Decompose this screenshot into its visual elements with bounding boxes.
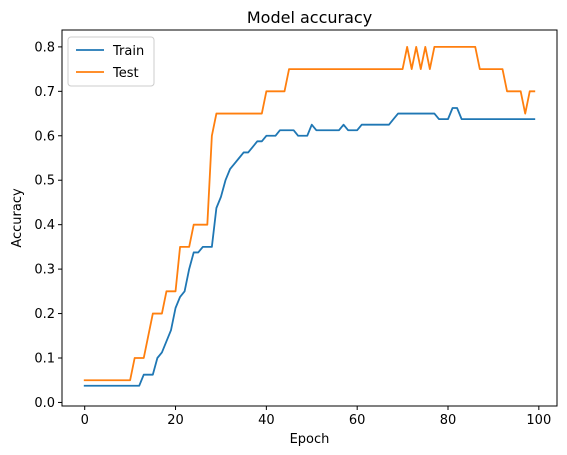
legend-label-train: Train (112, 44, 144, 59)
legend-label-test: Test (112, 66, 139, 81)
chart-title: Model accuracy (247, 8, 372, 27)
x-tick-label: 20 (167, 413, 184, 428)
y-tick-label: 0.5 (34, 174, 55, 189)
x-axis-ticks: 0 20 40 60 80 100 (81, 406, 551, 428)
axes-background (62, 30, 557, 406)
y-tick-label: 0.1 (34, 352, 55, 367)
x-tick-label: 40 (258, 413, 275, 428)
series-line-train (83, 107, 536, 387)
series-line-test (83, 45, 536, 382)
plot-area (61, 29, 558, 407)
series-layer (83, 45, 536, 387)
x-axis-label: Epoch (290, 432, 330, 447)
x-tick-label: 80 (440, 413, 457, 428)
y-axis-ticks: 0.0 0.1 0.2 0.3 0.4 0.5 0.6 0.7 0.8 (34, 40, 62, 411)
x-tick-label: 0 (81, 413, 89, 428)
y-tick-label: 0.8 (34, 40, 55, 55)
x-tick-label: 100 (526, 413, 551, 428)
y-tick-label: 0.7 (34, 85, 55, 100)
x-tick-label: 60 (349, 413, 366, 428)
y-tick-label: 0.0 (34, 396, 55, 411)
y-tick-label: 0.6 (34, 129, 55, 144)
y-tick-label: 0.2 (34, 307, 55, 322)
y-tick-label: 0.4 (34, 218, 55, 233)
legend: Train Test (67, 36, 155, 87)
y-axis-label: Accuracy (10, 188, 25, 248)
y-tick-label: 0.3 (34, 263, 55, 278)
axes-frame (61, 29, 558, 407)
